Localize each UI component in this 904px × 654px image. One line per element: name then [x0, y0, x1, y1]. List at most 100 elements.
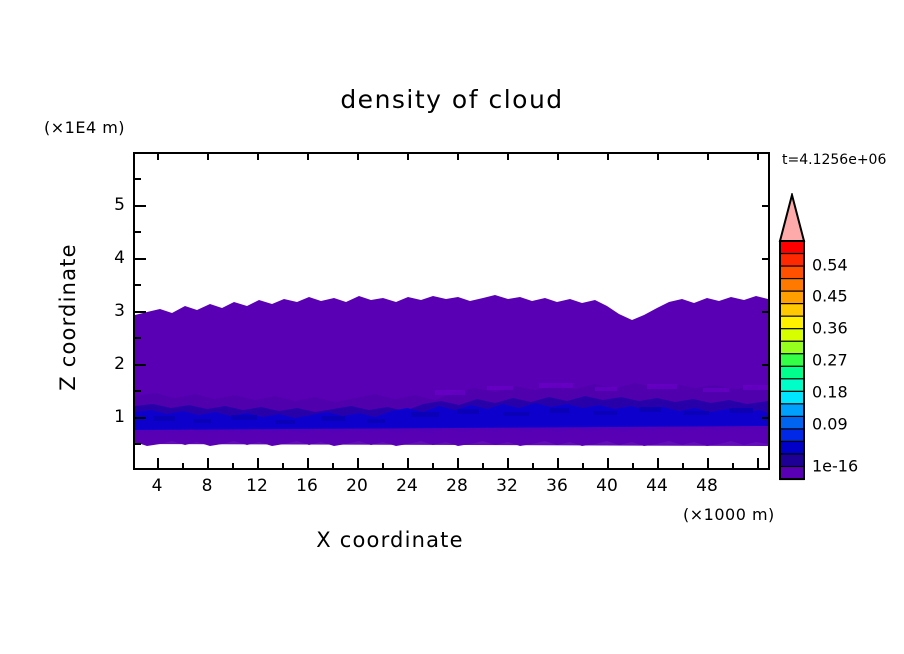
top-tick	[557, 152, 559, 160]
right-tick	[762, 311, 770, 313]
x-tick-label: 12	[246, 476, 268, 496]
x-tick-minor	[632, 463, 634, 470]
x-tick-label: 36	[546, 476, 568, 496]
x-tick-label: 20	[346, 476, 368, 496]
colorbar-tick-label: 0.45	[812, 286, 848, 306]
x-tick-minor	[482, 463, 484, 470]
top-tick	[157, 152, 159, 160]
x-tick-label: 48	[696, 476, 718, 496]
colorbar-band	[779, 390, 805, 405]
y-tick-major	[133, 205, 146, 207]
x-tick-minor	[182, 463, 184, 470]
dense-layer-texture	[153, 407, 753, 424]
top-tick	[357, 152, 359, 160]
colorbar-band	[779, 252, 805, 268]
x-tick-label: 28	[446, 476, 468, 496]
x-tick-major	[507, 458, 509, 470]
chart-title: density of cloud	[340, 85, 564, 114]
colorbar-tick-label: 0.18	[812, 382, 848, 402]
right-tick	[762, 417, 770, 419]
upper-mottle-texture	[435, 383, 768, 395]
x-tick-major	[407, 458, 409, 470]
colorbar-tick-label: 0.36	[812, 318, 848, 338]
x-tick-label: 4	[151, 476, 163, 496]
top-tick	[207, 152, 209, 160]
top-tick	[757, 152, 759, 160]
x-tick-minor	[582, 463, 584, 470]
x-tick-minor	[682, 463, 684, 470]
x-tick-label: 44	[646, 476, 668, 496]
colorbar-band	[779, 290, 805, 305]
colorbar-band	[779, 340, 805, 355]
colorbar-band	[779, 303, 805, 318]
x-tick-label: 16	[296, 476, 318, 496]
colorbar-tick-label: 0.27	[812, 350, 848, 370]
x-tick-major	[757, 458, 759, 470]
top-tick	[507, 152, 509, 160]
x-axis-title: X coordinate	[316, 528, 464, 552]
y-tick-label: 1	[114, 407, 125, 427]
colorbar-band	[779, 315, 805, 330]
y-tick-minor	[133, 390, 141, 392]
x-tick-label: 24	[396, 476, 418, 496]
y-axis-title: Z coordinate	[56, 243, 80, 391]
top-tick	[257, 152, 259, 160]
top-tick	[407, 152, 409, 160]
right-tick	[762, 364, 770, 366]
x-tick-minor	[232, 463, 234, 470]
colorbar-band	[779, 428, 805, 443]
x-tick-minor	[282, 463, 284, 470]
y-tick-minor	[133, 337, 141, 339]
colorbar-band	[779, 465, 805, 481]
colorbar-band	[779, 265, 805, 280]
y-tick-label: 3	[114, 301, 125, 321]
y-tick-minor	[133, 443, 141, 445]
x-tick-minor	[432, 463, 434, 470]
colorbar-band	[779, 415, 805, 430]
x-tick-major	[157, 458, 159, 470]
x-tick-label: 32	[496, 476, 518, 496]
right-tick	[762, 258, 770, 260]
top-tick	[657, 152, 659, 160]
y-tick-major	[133, 417, 146, 419]
top-tick	[457, 152, 459, 160]
colorbar-band	[779, 365, 805, 380]
colorbar-extend-arrow	[778, 191, 806, 242]
x-tick-minor	[732, 463, 734, 470]
colorbar-band	[779, 440, 805, 456]
x-tick-major	[607, 458, 609, 470]
colorbar-band	[779, 353, 805, 368]
colorbar-swatches	[778, 191, 806, 481]
x-tick-minor	[382, 463, 384, 470]
y-tick-major	[133, 364, 146, 366]
y-tick-minor	[133, 231, 141, 233]
x-tick-major	[257, 458, 259, 470]
right-tick	[762, 205, 770, 207]
y-tick-major	[133, 311, 146, 313]
y-tick-minor	[133, 284, 141, 286]
colorbar-tick-label: 1e-16	[812, 456, 859, 476]
x-tick-major	[207, 458, 209, 470]
y-tick-minor	[133, 178, 141, 180]
top-tick	[707, 152, 709, 160]
x-axis-unit-label: (×1000 m)	[683, 505, 775, 524]
colorbar-tick-label: 0.54	[812, 255, 848, 275]
bottom-fringe-region	[135, 426, 768, 446]
x-tick-minor	[532, 463, 534, 470]
dense-core-region	[135, 403, 768, 433]
colorbar	[778, 191, 808, 481]
time-annotation: t=4.1256e+06	[782, 152, 887, 168]
x-tick-minor	[332, 463, 334, 470]
colorbar-band	[779, 240, 805, 255]
y-tick-label: 4	[114, 248, 125, 268]
plot-area	[133, 152, 770, 470]
x-tick-major	[307, 458, 309, 470]
y-tick-label: 2	[114, 354, 125, 374]
x-tick-major	[357, 458, 359, 470]
x-tick-major	[557, 458, 559, 470]
colorbar-band	[779, 378, 805, 393]
colorbar-tick-label: 0.09	[812, 414, 848, 434]
x-tick-major	[657, 458, 659, 470]
top-tick	[307, 152, 309, 160]
